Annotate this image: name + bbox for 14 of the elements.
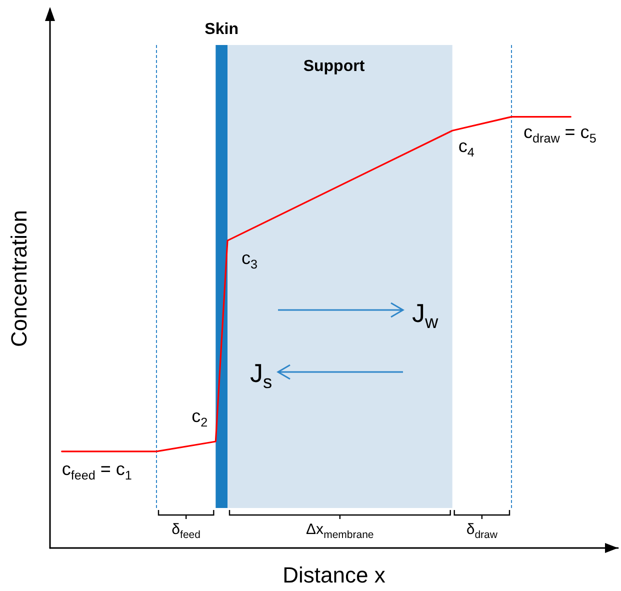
text: Support [303,58,365,75]
text: Skin [204,21,238,38]
annotation: δ$_{feed}$ [172,521,200,541]
annotation: J$_{s}$ [250,358,272,392]
annotation: c$_{feed}$ = c$_{1}$ [62,459,132,483]
x-axis-title: Distance x [282,562,386,588]
annotation: Δx$_{membrane}$ [306,521,374,541]
annotation: c$_{2}$ [192,406,208,430]
annotation: c$_{draw}$ = c$_{5}$ [524,122,596,146]
annotation: c$_{4}$ [458,136,474,160]
y-axis-title: Concentration [6,210,32,347]
annotation: c$_{3}$ [242,248,258,272]
annotation: δ$_{draw}$ [466,521,498,541]
annotation: J$_{w}$ [412,298,438,332]
